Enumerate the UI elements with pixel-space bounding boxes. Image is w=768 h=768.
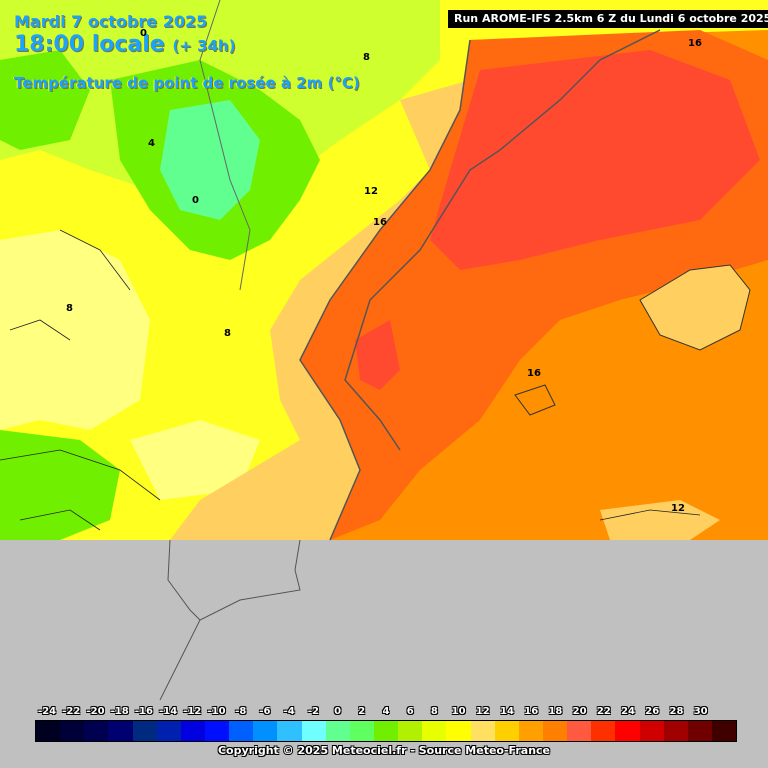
green-region-west <box>0 50 90 150</box>
legend-swatch <box>180 721 205 741</box>
pale-orange-band <box>170 80 470 540</box>
legend-swatch <box>60 721 85 741</box>
aqua-region <box>160 100 260 220</box>
contour-label: 12 <box>671 503 685 514</box>
contour-label: 12 <box>364 186 378 197</box>
legend-swatch <box>349 721 374 741</box>
coastline <box>299 39 471 541</box>
contour-lines-southwest <box>0 449 161 531</box>
contour-label: 8 <box>66 303 73 314</box>
legend-tick-label: -24 <box>38 706 57 717</box>
legend-tick-label: -6 <box>259 706 271 717</box>
contour-label: 0 <box>192 195 199 206</box>
legend-swatch <box>422 721 447 741</box>
legend-tick-label: -18 <box>110 706 129 717</box>
legend-swatch <box>494 721 519 741</box>
color-legend: -24 -22 -20 -18 -16 -14 -12 -10 -8 -6 -4 -2 0 2 4 6 8 10 1… <box>0 702 768 768</box>
legend-ticks: -24 -22 -20 -18 -16 -14 -12 -10 -8 -6 -4 -2 0 2 4 6 8 10 1… <box>0 706 768 718</box>
legend-tick-label: -12 <box>183 706 202 717</box>
forecast-time-label: 18:00 locale <box>14 32 165 57</box>
legend-swatch <box>542 721 568 741</box>
red-region <box>430 50 760 270</box>
contour-lines-west <box>9 229 131 341</box>
legend-swatch <box>253 721 278 741</box>
contour-label: 16 <box>688 38 702 49</box>
legend-swatch <box>277 721 302 741</box>
legend-tick-label: 24 <box>621 706 636 717</box>
land-border-southwest <box>167 539 201 621</box>
legend-swatch <box>301 721 326 741</box>
legend-tick-label: -10 <box>207 706 226 717</box>
legend-tick-label: -2 <box>307 706 319 717</box>
legend-swatch <box>204 721 230 741</box>
legend-swatch <box>591 721 616 741</box>
legend-color-bar <box>35 720 737 742</box>
legend-swatch <box>36 721 61 741</box>
legend-tick-label: 30 <box>693 706 708 717</box>
legend-tick-label: -20 <box>86 706 105 717</box>
contour-line-southeast <box>599 509 701 521</box>
legend-swatch <box>663 721 688 741</box>
legend-swatch <box>325 721 350 741</box>
legend-tick-label: 6 <box>406 706 414 717</box>
legend-swatch <box>615 721 640 741</box>
legend-swatch <box>567 721 592 741</box>
legend-swatch <box>470 721 495 741</box>
legend-tick-label: 0 <box>334 706 342 717</box>
legend-swatch <box>156 721 181 741</box>
legend-tick-label: 28 <box>669 706 684 717</box>
copyright-text: Copyright © 2025 Meteociel.fr - Source M… <box>217 744 551 757</box>
legend-tick-label: 4 <box>382 706 390 717</box>
legend-swatch <box>518 721 543 741</box>
lead-time: (+ 34h) <box>172 37 236 55</box>
green-region-southwest <box>0 430 120 540</box>
border-line <box>344 29 661 451</box>
legend-tick-label: 18 <box>548 706 563 717</box>
contour-label: 8 <box>363 52 370 63</box>
contour-label: 4 <box>148 138 155 149</box>
legend-tick-label: 8 <box>430 706 438 717</box>
forecast-time: 18:00 locale (+ 34h) <box>14 32 235 57</box>
legend-tick-label: 16 <box>524 706 539 717</box>
legend-swatch <box>446 721 471 741</box>
legend-swatch <box>639 721 664 741</box>
contour-label: 8 <box>224 328 231 339</box>
contour-label: 16 <box>527 368 541 379</box>
legend-swatch <box>84 721 109 741</box>
legend-tick-label: 2 <box>358 706 366 717</box>
pale-orange-patch-southeast <box>600 500 720 540</box>
legend-tick-label: 20 <box>572 706 587 717</box>
variable-title: Température de point de rosée à 2m (°C) <box>14 74 360 92</box>
land-border-south <box>159 539 301 701</box>
legend-tick-label: 26 <box>645 706 660 717</box>
island-large <box>639 264 751 351</box>
legend-swatch <box>132 721 157 741</box>
legend-tick-label: -8 <box>235 706 247 717</box>
legend-tick-label: 14 <box>500 706 514 717</box>
legend-swatch <box>711 721 737 741</box>
legend-swatch <box>687 721 712 741</box>
red-region-inland <box>355 320 400 390</box>
legend-tick-label: 22 <box>596 706 611 717</box>
light-yellow-region-south <box>130 420 260 500</box>
legend-tick-label: -22 <box>62 706 81 717</box>
contour-label: 16 <box>373 217 387 228</box>
legend-swatch <box>373 721 399 741</box>
legend-swatch <box>398 721 423 741</box>
legend-tick-label: 10 <box>451 706 466 717</box>
legend-tick-label: -4 <box>283 706 295 717</box>
forecast-date: Mardi 7 octobre 2025 <box>14 12 208 31</box>
run-info-banner: Run AROME-IFS 2.5km 6 Z du Lundi 6 octob… <box>448 10 768 28</box>
legend-tick-label: -14 <box>159 706 178 717</box>
legend-tick-label: -16 <box>134 706 153 717</box>
contour-label: 0 <box>140 28 147 39</box>
legend-swatch <box>108 721 133 741</box>
light-yellow-region <box>0 230 150 430</box>
island-small <box>514 384 556 416</box>
legend-swatch <box>229 721 254 741</box>
region-border <box>199 0 251 291</box>
legend-tick-label: 12 <box>475 706 490 717</box>
